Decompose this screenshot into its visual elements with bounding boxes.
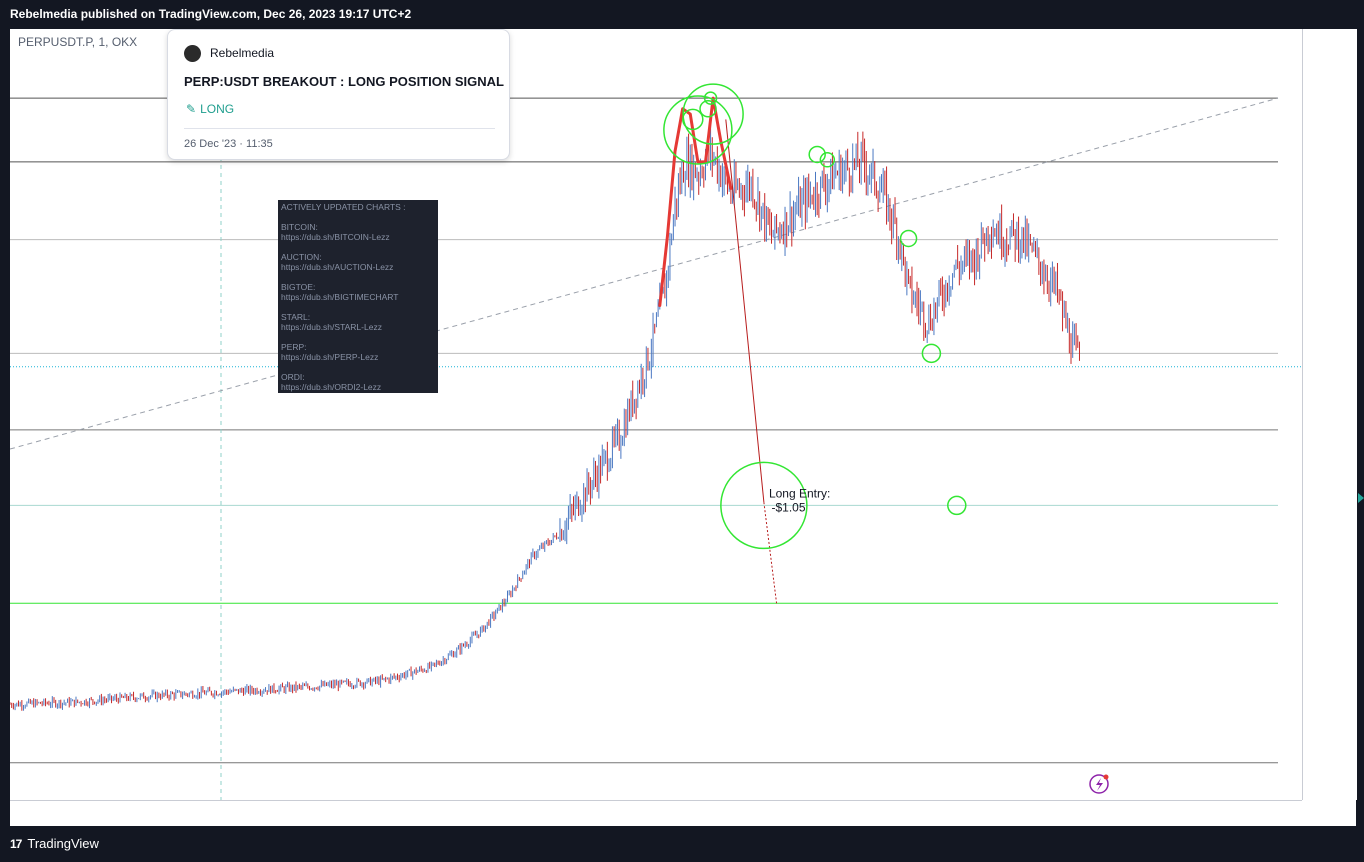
info-panel: ACTIVELY UPDATED CHARTS : BITCOIN: https:…: [278, 200, 438, 393]
published-header: Rebelmedia published on TradingView.com,…: [0, 0, 1364, 29]
green-circle: [921, 343, 942, 364]
long-entry-label: Long Entry:: [769, 486, 830, 500]
info-item-url[interactable]: https://dub.sh/STARL-Lezz: [281, 322, 382, 332]
projection-line-dotted: [763, 502, 778, 604]
chart-frame[interactable]: Long Entry:-$1.051.45001.40001.35001.300…: [10, 29, 1357, 827]
idea-title[interactable]: PERP:USDT BREAKOUT : LONG POSITION SIGNA…: [184, 74, 504, 89]
info-item-name: AUCTION:: [281, 252, 322, 262]
info-item-name: ORDI:: [281, 372, 305, 382]
green-circle: [808, 145, 826, 164]
long-entry-value: -$1.05: [771, 500, 805, 514]
idea-tag-label: LONG: [200, 102, 235, 116]
info-item-starl: STARL: https://dub.sh/STARL-Lezz: [281, 312, 435, 332]
info-item-auction: AUCTION: https://dub.sh/AUCTION-Lezz: [281, 252, 435, 272]
symbol-label: PERPUSDT.P, 1, OKX: [18, 35, 138, 49]
idea-tag: ✎ LONG: [186, 102, 234, 116]
price-alert-marker[interactable]: [1358, 493, 1364, 503]
info-item-bitcoin: BITCOIN: https://dub.sh/BITCOIN-Lezz: [281, 222, 435, 242]
green-circle: [947, 495, 967, 516]
info-heading: ACTIVELY UPDATED CHARTS :: [281, 202, 406, 212]
info-item-name: STARL:: [281, 312, 311, 322]
pencil-icon: ✎: [186, 102, 197, 116]
lightning-icon: [1089, 774, 1109, 794]
green-circle: [720, 461, 808, 550]
info-item-name: BIGTOE:: [281, 282, 316, 292]
lightning-bolt-icon: [1096, 778, 1103, 791]
idea-author[interactable]: Rebelmedia: [210, 46, 275, 60]
projection-line: [725, 119, 765, 503]
trendline: [10, 97, 1279, 450]
avatar: [184, 45, 201, 62]
notification-dot: [1103, 774, 1109, 780]
info-item-perp: PERP: https://dub.sh/PERP-Lezz: [281, 342, 435, 362]
green-circle: [682, 83, 744, 145]
footer-bar: 17 TradingView: [0, 826, 1364, 861]
green-circle: [699, 100, 717, 118]
info-item-bigtoe: BIGTOE: https://dub.sh/BIGTIMECHART: [281, 282, 435, 302]
green-circle: [663, 95, 733, 165]
info-item-url[interactable]: https://dub.sh/BIGTIMECHART: [281, 292, 399, 302]
tradingview-logo-icon: 17: [10, 837, 22, 851]
info-item-url[interactable]: https://dub.sh/PERP-Lezz: [281, 352, 379, 362]
footer-brand: TradingView: [27, 836, 99, 851]
info-item-url[interactable]: https://dub.sh/AUCTION-Lezz: [281, 262, 394, 272]
price-axis[interactable]: [1302, 29, 1357, 800]
info-item-name: BITCOIN:: [281, 222, 318, 232]
idea-date: 26 Dec '23 · 11:35: [184, 138, 273, 150]
info-item-url[interactable]: https://dub.sh/ORDI2-Lezz: [281, 382, 382, 392]
info-item-url[interactable]: https://dub.sh/BITCOIN-Lezz: [281, 232, 390, 242]
green-circle: [819, 152, 836, 168]
time-axis[interactable]: [10, 800, 1302, 827]
green-circle: [899, 229, 918, 248]
info-item-ordi: ORDI: https://dub.sh/ORDI2-Lezz: [281, 372, 435, 392]
idea-card[interactable]: Rebelmedia PERP:USDT BREAKOUT : LONG POS…: [167, 29, 510, 160]
green-circle: [703, 91, 718, 105]
card-divider: [184, 128, 495, 129]
candles: [10, 122, 1080, 711]
green-circle: [682, 108, 704, 131]
info-item-name: PERP:: [281, 342, 307, 352]
